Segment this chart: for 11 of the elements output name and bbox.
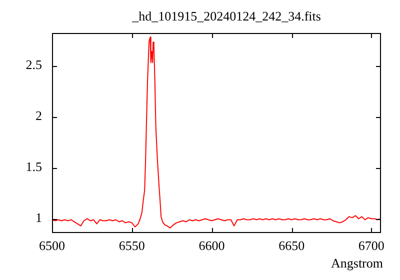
x-tick-label: 6550 — [118, 238, 145, 254]
x-tick-label: 6650 — [278, 238, 305, 254]
x-tick-label: 6500 — [39, 238, 65, 254]
x-tick-label: 6700 — [358, 238, 384, 254]
y-tick-label: 1.5 — [26, 159, 42, 174]
y-tick-label: 1 — [36, 210, 42, 226]
x-tick-label: 6600 — [198, 238, 225, 254]
chart-title: _hd_101915_20240124_242_34.fits — [131, 8, 321, 24]
x-axis-title: Angstrom — [331, 255, 383, 270]
y-tick-label: 2.5 — [26, 57, 42, 72]
y-tick-label: 2 — [36, 108, 42, 124]
